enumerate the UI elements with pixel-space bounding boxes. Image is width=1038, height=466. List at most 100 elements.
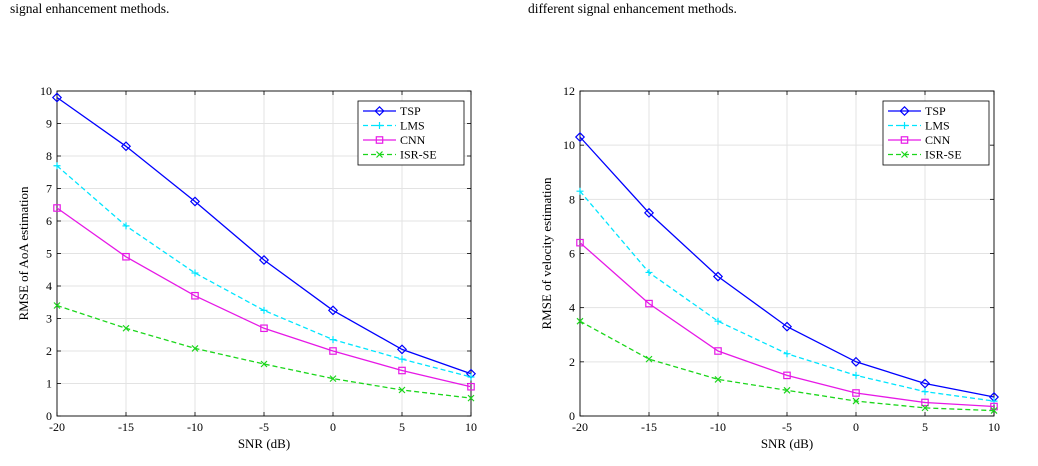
series-isr-se bbox=[576, 317, 998, 415]
data-point bbox=[396, 344, 408, 355]
data-point bbox=[398, 366, 406, 375]
y-axis-label: RMSE of velocity estimation bbox=[539, 177, 554, 330]
y-tick-label: 1 bbox=[46, 377, 52, 391]
x-tick-label: 10 bbox=[988, 420, 1000, 434]
data-point bbox=[120, 141, 132, 152]
data-point bbox=[852, 397, 860, 405]
data-point bbox=[783, 371, 791, 380]
series-cnn bbox=[576, 238, 998, 411]
x-tick-label: -5 bbox=[259, 420, 269, 434]
legend-label: CNN bbox=[925, 133, 951, 147]
data-point bbox=[990, 402, 998, 411]
legend-label: CNN bbox=[400, 133, 426, 147]
legend-marker bbox=[901, 122, 908, 129]
series-cnn bbox=[53, 204, 475, 391]
y-tick-label: 8 bbox=[569, 192, 575, 206]
x-tick-label: 10 bbox=[465, 420, 477, 434]
data-point bbox=[191, 269, 199, 277]
data-point bbox=[576, 238, 584, 247]
legend-label: TSP bbox=[925, 104, 946, 118]
data-point bbox=[467, 382, 475, 391]
data-point bbox=[398, 355, 406, 363]
x-tick-label: -15 bbox=[118, 420, 134, 434]
data-point bbox=[191, 291, 199, 300]
x-tick-label: 5 bbox=[922, 420, 928, 434]
data-point bbox=[712, 271, 724, 282]
x-tick-label: -5 bbox=[782, 420, 792, 434]
y-tick-label: 2 bbox=[569, 355, 575, 369]
data-point bbox=[189, 196, 201, 207]
data-point bbox=[714, 347, 722, 355]
data-point bbox=[576, 187, 584, 195]
legend-marker bbox=[376, 122, 383, 129]
series-lms bbox=[576, 187, 998, 405]
y-tick-label: 4 bbox=[569, 301, 575, 315]
y-tick-label: 0 bbox=[569, 409, 575, 423]
data-point bbox=[781, 321, 793, 332]
series-tsp bbox=[574, 131, 1000, 403]
data-point bbox=[122, 252, 130, 261]
data-point bbox=[327, 305, 339, 316]
legend-label: ISR-SE bbox=[925, 148, 962, 162]
data-point bbox=[467, 373, 475, 381]
data-point bbox=[260, 360, 268, 368]
data-point bbox=[398, 386, 406, 394]
y-tick-label: 5 bbox=[46, 247, 52, 261]
caption-right-line: different signal enhancement methods. bbox=[528, 1, 737, 16]
series-line bbox=[56, 96, 472, 375]
data-point bbox=[329, 375, 337, 383]
x-tick-label: -20 bbox=[572, 420, 588, 434]
data-point bbox=[53, 162, 61, 170]
series-line bbox=[579, 136, 995, 398]
series-line bbox=[56, 207, 472, 388]
data-point bbox=[51, 92, 63, 103]
y-tick-label: 10 bbox=[563, 138, 575, 152]
x-axis-label: SNR (dB) bbox=[238, 436, 290, 451]
legend-label: TSP bbox=[400, 104, 421, 118]
data-point bbox=[576, 317, 584, 325]
y-tick-label: 10 bbox=[40, 84, 52, 98]
axis-ticks: -20 -15 -10 -5 0 5 10 0 2 4 6 8 10 12 bbox=[563, 84, 1000, 434]
y-tick-label: 7 bbox=[46, 182, 52, 196]
plot-frame bbox=[56, 90, 472, 417]
data-point bbox=[852, 389, 860, 397]
data-point bbox=[921, 398, 929, 407]
chart-aoa-rmse: -20 -15 -10 -5 0 5 10 0 1 2 3 4 5 6 7 8 9 10 SNR (dB) RMSE … bbox=[16, 84, 477, 451]
legend-marker bbox=[374, 105, 385, 117]
y-tick-label: 3 bbox=[46, 312, 52, 326]
caption-left-line: signal enhancement methods. bbox=[10, 1, 170, 16]
axis-ticks: -20 -15 -10 -5 0 5 10 0 1 2 3 4 5 6 7 8 9 10 bbox=[40, 84, 477, 434]
y-tick-label: 0 bbox=[46, 409, 52, 423]
legend-marker bbox=[376, 151, 383, 158]
data-point bbox=[714, 317, 722, 325]
plot-frame bbox=[579, 90, 995, 417]
x-tick-label: 5 bbox=[399, 420, 405, 434]
chart-velocity-rmse: -20 -15 -10 -5 0 5 10 0 2 4 6 8 10 12 SNR (dB) RMSE of … bbox=[539, 84, 1000, 451]
data-point bbox=[645, 299, 653, 308]
data-point bbox=[258, 254, 270, 266]
x-tick-label: -10 bbox=[187, 420, 203, 434]
y-tick-label: 9 bbox=[46, 117, 52, 131]
y-tick-label: 4 bbox=[46, 279, 52, 293]
x-tick-label: -20 bbox=[49, 420, 65, 434]
grid-lines bbox=[580, 91, 994, 416]
legend-marker bbox=[899, 105, 910, 117]
data-point bbox=[921, 388, 929, 396]
legend-marker bbox=[901, 151, 908, 158]
caption-left: signal enhancement methods. bbox=[10, 0, 169, 17]
data-point bbox=[122, 222, 130, 230]
data-point bbox=[467, 394, 475, 402]
x-tick-label: 0 bbox=[330, 420, 336, 434]
data-point bbox=[645, 355, 653, 363]
legend-marker bbox=[900, 136, 909, 144]
x-axis-label: SNR (dB) bbox=[761, 436, 813, 451]
series-line bbox=[579, 242, 995, 408]
data-point bbox=[329, 347, 337, 355]
data-point bbox=[260, 324, 268, 333]
y-tick-label: 12 bbox=[563, 84, 575, 98]
y-axis-label: RMSE of AoA estimation bbox=[16, 186, 31, 320]
y-tick-label: 6 bbox=[46, 214, 52, 228]
